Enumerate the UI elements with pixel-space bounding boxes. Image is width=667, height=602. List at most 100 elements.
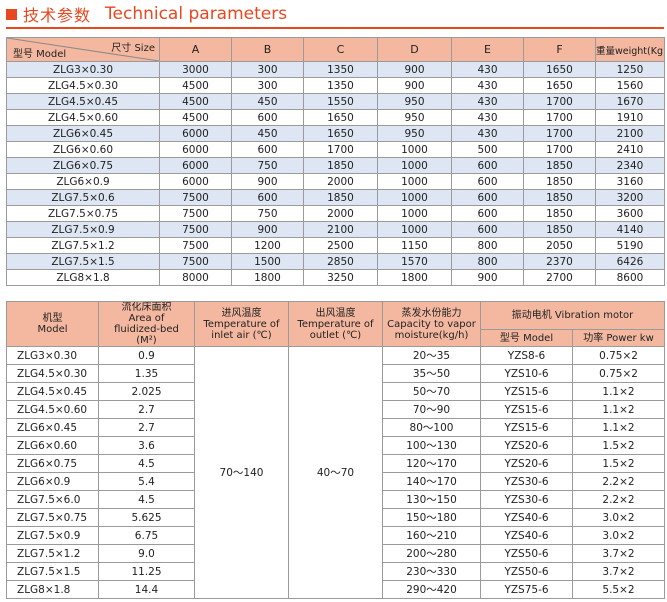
hdr-capacity: 蒸发水份能力 Capacity to vapor moisture(kg/h) — [382, 301, 481, 347]
table-row: ZLG6×0.9 6000 900 2000 1000 600 1850 3160 — [6, 173, 665, 190]
area-cell: 4.5 — [98, 454, 195, 473]
motor-power-cell: 0.75×2 — [571, 346, 666, 365]
value-cell: 3160 — [595, 173, 665, 190]
value-cell: 1700 — [523, 93, 596, 110]
model-cell: ZLG7.5×0.75 — [6, 205, 160, 222]
model-cell: ZLG3×0.30 — [6, 61, 160, 78]
model-cell: ZLG8×1.8 — [6, 269, 160, 286]
value-cell: 1700 — [303, 141, 378, 158]
value-cell: 750 — [231, 157, 304, 174]
value-cell: 6426 — [595, 253, 665, 270]
col-header: C — [303, 37, 378, 62]
value-cell: 430 — [451, 125, 524, 142]
hdr-inlet: 进风温度 Temperature of inlet air (℃) — [194, 301, 289, 347]
section-heading: 技术参数 Technical parameters — [6, 2, 287, 26]
motor-model-cell: YZS8-6 — [480, 346, 573, 365]
value-cell: 900 — [451, 269, 524, 286]
value-cell: 2100 — [303, 221, 378, 238]
value-cell: 1570 — [377, 253, 452, 270]
performance-header-row: 机型 Model 流化床面积 Area of fluidized-bed (M²) 进风… — [6, 300, 666, 347]
value-cell: 3600 — [595, 205, 665, 222]
value-cell: 1000 — [377, 221, 452, 238]
model-cell: ZLG4.5×0.30 — [6, 364, 99, 383]
dimensions-table: 尺寸 Size 型号 Model A B C D E F 重量weight(Kg… — [6, 37, 665, 286]
model-cell: ZLG6×0.75 — [6, 157, 160, 174]
value-cell: 7500 — [159, 189, 232, 206]
corner-cell: 尺寸 Size 型号 Model — [6, 37, 160, 62]
value-cell: 1650 — [523, 77, 596, 94]
model-cell: ZLG7.5×1.2 — [6, 544, 99, 563]
value-cell: 2050 — [523, 237, 596, 254]
value-cell: 1850 — [303, 157, 378, 174]
value-cell: 1650 — [303, 125, 378, 142]
value-cell: 600 — [231, 141, 304, 158]
value-cell: 1800 — [231, 269, 304, 286]
value-cell: 2000 — [303, 173, 378, 190]
area-cell: 9.0 — [98, 544, 195, 563]
value-cell: 1700 — [523, 109, 596, 126]
motor-power-cell: 3.0×2 — [571, 526, 666, 545]
hdr-model: 机型 Model — [6, 301, 99, 347]
motor-power-cell: 3.7×2 — [571, 544, 666, 563]
value-cell: 1800 — [377, 269, 452, 286]
area-cell: 1.35 — [98, 364, 195, 383]
value-cell: 1560 — [595, 77, 665, 94]
area-cell: 5.4 — [98, 472, 195, 491]
value-cell: 2340 — [595, 157, 665, 174]
model-cell: ZLG7.5×0.9 — [6, 221, 160, 238]
area-cell: 2.7 — [98, 418, 195, 437]
value-cell: 1000 — [377, 157, 452, 174]
value-cell: 2370 — [523, 253, 596, 270]
value-cell: 6000 — [159, 157, 232, 174]
value-cell: 300 — [231, 61, 304, 78]
value-cell: 1850 — [523, 189, 596, 206]
corner-size-label: 尺寸 Size — [111, 43, 155, 54]
motor-power-cell: 1.5×2 — [571, 454, 666, 473]
model-cell: ZLG7.5×1.2 — [6, 237, 160, 254]
model-cell: ZLG6×0.60 — [6, 436, 99, 455]
value-cell: 900 — [231, 221, 304, 238]
value-cell: 1670 — [595, 93, 665, 110]
model-cell: ZLG7.5×1.5 — [6, 253, 160, 270]
table-row: ZLG7.5×0.75 5.625 150～180 YZS40-6 3.0×2 — [6, 508, 666, 527]
value-cell: 950 — [377, 125, 452, 142]
performance-table: 机型 Model 流化床面积 Area of fluidized-bed (M²) 进风… — [6, 300, 666, 599]
model-cell: ZLG6×0.60 — [6, 141, 160, 158]
model-cell: ZLG6×0.75 — [6, 454, 99, 473]
value-cell: 1350 — [303, 61, 378, 78]
value-cell: 4500 — [159, 93, 232, 110]
model-cell: ZLG7.5×1.5 — [6, 562, 99, 581]
value-cell: 4500 — [159, 109, 232, 126]
hdr-motor: 振动电机 Vibration motor — [479, 300, 666, 331]
capacity-cell: 130～150 — [382, 490, 481, 509]
value-cell: 900 — [231, 173, 304, 190]
hdr-outlet: 出风温度 Temperature of outlet (℃) — [288, 301, 383, 347]
value-cell: 430 — [451, 93, 524, 110]
value-cell: 1700 — [523, 125, 596, 142]
table-row: ZLG4.5×0.30 4500 300 1350 900 430 1650 1560 — [6, 77, 665, 94]
capacity-cell: 140～170 — [382, 472, 481, 491]
model-cell: ZLG7.5×0.6 — [6, 189, 160, 206]
value-cell: 1250 — [595, 61, 665, 78]
model-cell: ZLG4.5×0.60 — [6, 400, 99, 419]
value-cell: 1350 — [303, 77, 378, 94]
motor-power-cell: 2.2×2 — [571, 472, 666, 491]
model-cell: ZLG7.5×0.9 — [6, 526, 99, 545]
model-cell: ZLG6×0.45 — [6, 125, 160, 142]
value-cell: 2000 — [303, 205, 378, 222]
value-cell: 2700 — [523, 269, 596, 286]
table-row: ZLG7.5×0.6 7500 600 1850 1000 600 1850 3200 — [6, 189, 665, 206]
area-cell: 4.5 — [98, 490, 195, 509]
col-header: E — [451, 37, 524, 62]
hdr-area: 流化床面积 Area of fluidized-bed (M²) — [98, 301, 195, 347]
value-cell: 950 — [377, 109, 452, 126]
table-row: ZLG7.5×1.2 9.0 200～280 YZS50-6 3.7×2 — [6, 544, 666, 563]
value-cell: 450 — [231, 125, 304, 142]
value-cell: 1910 — [595, 109, 665, 126]
dimensions-header-row: 尺寸 Size 型号 Model A B C D E F 重量weight(Kg… — [6, 37, 665, 62]
model-cell: ZLG3×0.30 — [6, 346, 99, 365]
table-row: ZLG7.5×6.0 4.5 130～150 YZS30-6 2.2×2 — [6, 490, 666, 509]
value-cell: 1850 — [523, 173, 596, 190]
capacity-cell: 150～180 — [382, 508, 481, 527]
col-header: A — [159, 37, 232, 62]
